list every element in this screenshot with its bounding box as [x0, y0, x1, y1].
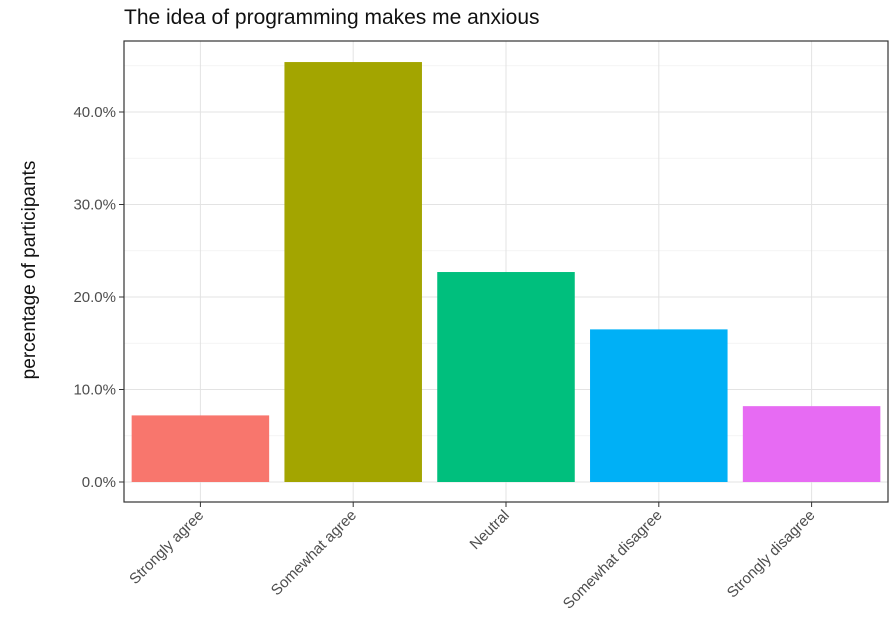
x-tick-label: Strongly disagree [724, 507, 819, 602]
bar [284, 62, 422, 483]
x-tick-label: Somewhat disagree [560, 507, 666, 613]
bar [590, 329, 728, 482]
bars [131, 62, 881, 483]
bar [437, 272, 575, 482]
bar [131, 415, 270, 482]
y-tick-label: 10.0% [73, 382, 116, 399]
x-tick-label: Neutral [467, 507, 513, 553]
y-tick-label: 0.0% [82, 474, 116, 491]
bar [742, 406, 881, 482]
chart-title: The idea of programming makes me anxious [124, 6, 540, 29]
x-tick-label: Strongly agree [126, 507, 207, 588]
y-tick-label: 40.0% [73, 104, 116, 121]
y-tick-label: 30.0% [73, 197, 116, 214]
x-tick-label: Somewhat agree [268, 507, 360, 599]
y-tick-label: 20.0% [73, 289, 116, 306]
